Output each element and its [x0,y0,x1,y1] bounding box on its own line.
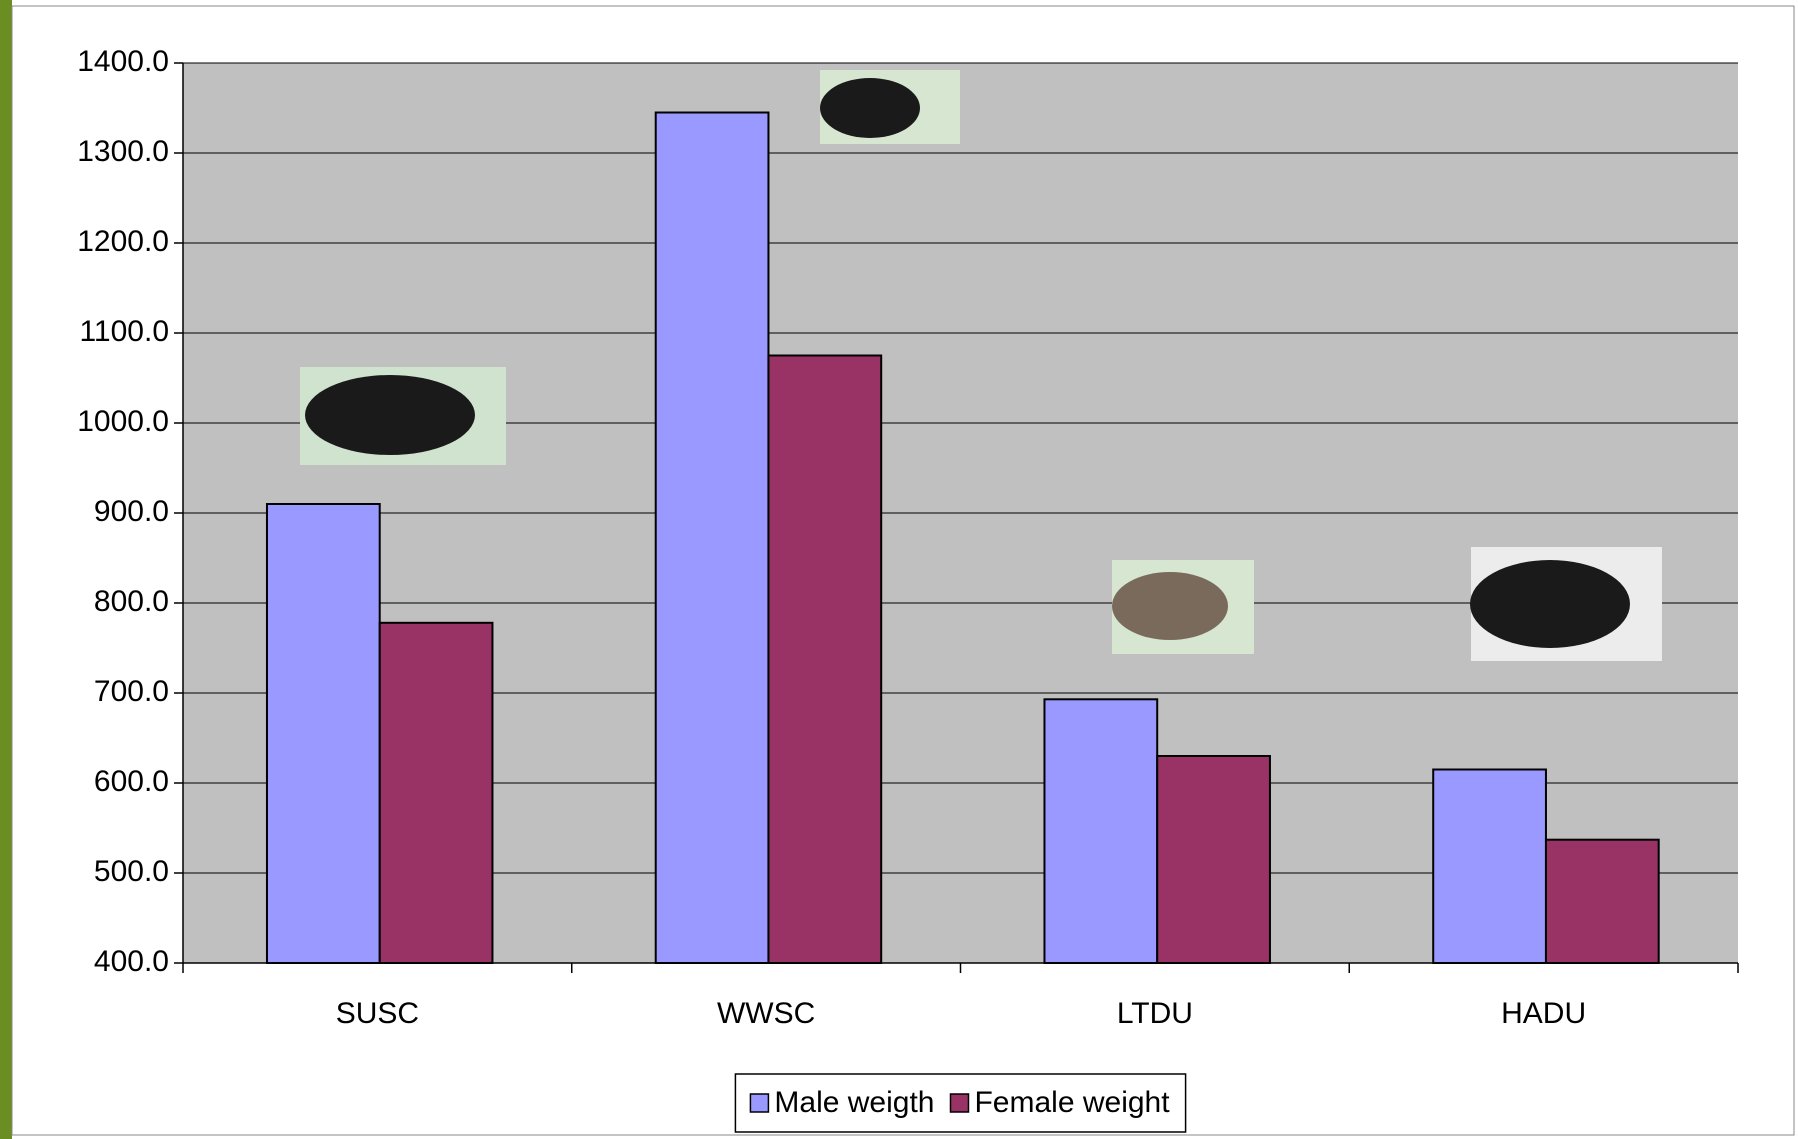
duck-head [305,375,475,455]
x-tick-label: WWSC [717,997,815,1030]
y-tick-label: 800.0 [94,585,169,618]
x-tick-label: LTDU [1117,997,1193,1030]
x-tick-label: HADU [1501,997,1586,1030]
y-tick-label: 1200.0 [77,225,169,258]
bar [1432,768,1547,964]
y-tick-label: 1300.0 [77,135,169,168]
duck-head [1470,560,1630,648]
duck-head [820,78,920,138]
bar [1043,698,1159,964]
bar [1156,755,1271,964]
bar [1544,838,1660,965]
legend-label: Female weight [974,1086,1170,1119]
x-tick-label: SUSC [336,997,419,1030]
y-tick-label: 700.0 [94,675,169,708]
duck-photos [300,70,1662,661]
y-tick-label: 900.0 [94,495,169,528]
legend-swatch [949,1093,970,1113]
bar [265,503,381,964]
bar [378,621,494,964]
bar [767,354,883,964]
legend-label: Male weigth [774,1086,934,1119]
y-tick-label: 500.0 [94,855,169,888]
duck-head [1112,572,1228,640]
y-tick-label: 400.0 [94,945,169,978]
bar [654,111,770,964]
y-tick-label: 1100.0 [79,315,169,348]
y-tick-label: 600.0 [94,765,169,798]
y-tick-label: 1400.0 [77,45,169,78]
side-stripe [0,0,12,1139]
legend-swatch [749,1093,770,1113]
y-tick-label: 1000.0 [77,405,169,438]
